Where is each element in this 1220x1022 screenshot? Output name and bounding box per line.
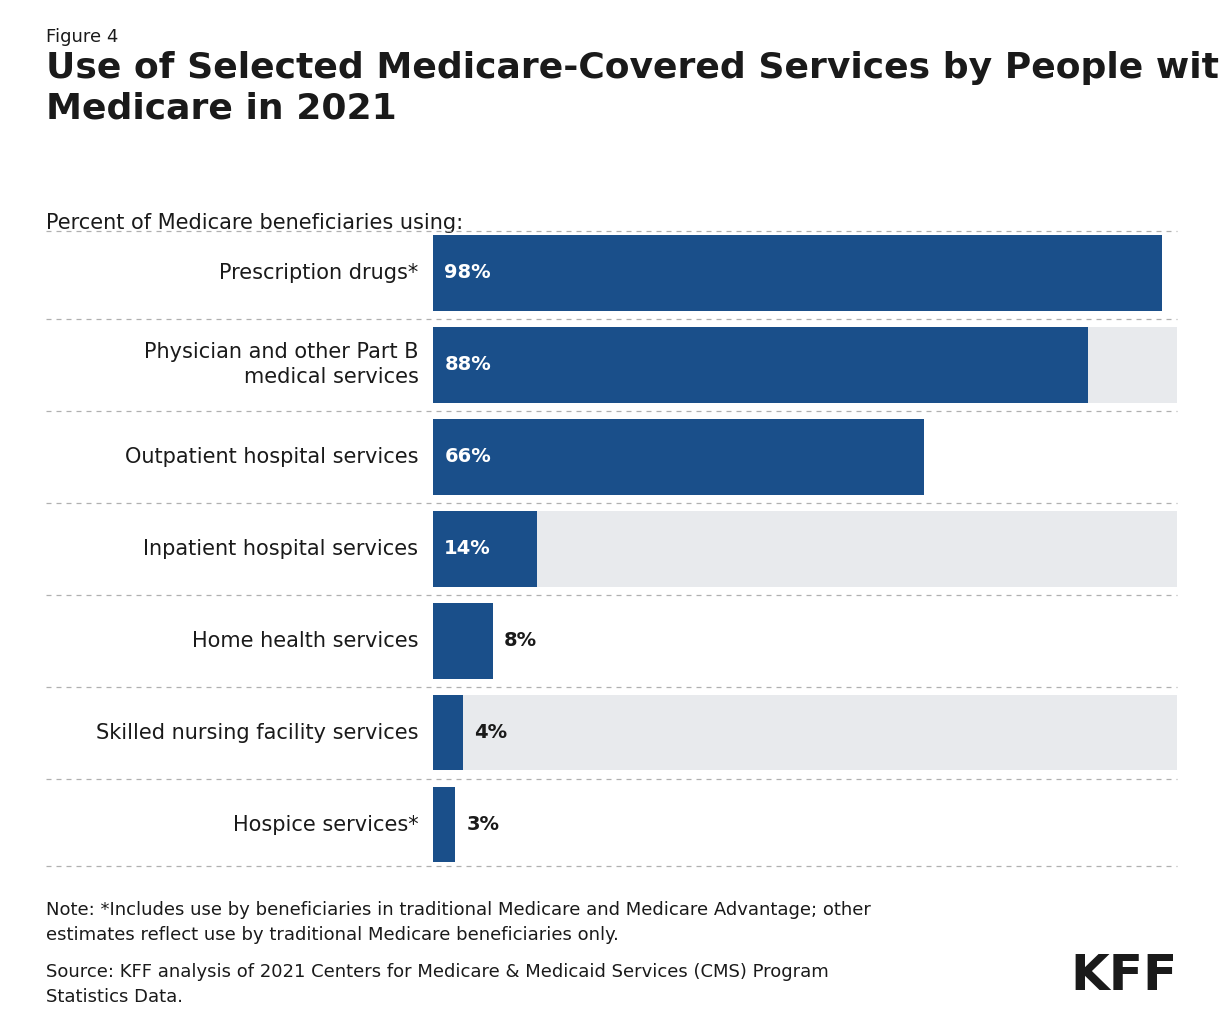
Text: Inpatient hospital services: Inpatient hospital services [144,539,418,559]
FancyBboxPatch shape [433,327,1177,403]
FancyBboxPatch shape [433,787,1177,863]
Text: Note: *Includes use by beneficiaries in traditional Medicare and Medicare Advant: Note: *Includes use by beneficiaries in … [46,901,871,944]
FancyBboxPatch shape [433,695,462,771]
FancyBboxPatch shape [433,327,1088,403]
Text: Skilled nursing facility services: Skilled nursing facility services [96,723,418,743]
Text: Outpatient hospital services: Outpatient hospital services [124,447,418,467]
FancyBboxPatch shape [433,235,1177,311]
Text: Use of Selected Medicare-Covered Services by People with
Medicare in 2021: Use of Selected Medicare-Covered Service… [46,51,1220,126]
Text: Prescription drugs*: Prescription drugs* [220,263,418,283]
FancyBboxPatch shape [433,603,1177,679]
Text: KFF: KFF [1070,951,1177,1000]
FancyBboxPatch shape [433,419,1177,495]
Text: 14%: 14% [444,540,490,558]
Text: 88%: 88% [444,356,490,374]
Text: Percent of Medicare beneficiaries using:: Percent of Medicare beneficiaries using: [46,213,464,233]
FancyBboxPatch shape [433,695,1177,771]
Text: Hospice services*: Hospice services* [233,815,418,835]
Text: 4%: 4% [475,724,508,742]
Text: Figure 4: Figure 4 [46,28,118,46]
FancyBboxPatch shape [433,603,493,679]
Text: 98%: 98% [444,264,490,282]
Text: 3%: 3% [466,816,499,834]
Text: 66%: 66% [444,448,490,466]
FancyBboxPatch shape [433,235,1163,311]
FancyBboxPatch shape [433,787,455,863]
Text: 8%: 8% [504,632,537,650]
Text: Physician and other Part B
medical services: Physician and other Part B medical servi… [144,342,418,387]
Text: Home health services: Home health services [192,631,418,651]
FancyBboxPatch shape [433,511,537,587]
FancyBboxPatch shape [433,419,925,495]
FancyBboxPatch shape [433,511,1177,587]
Text: Source: KFF analysis of 2021 Centers for Medicare & Medicaid Services (CMS) Prog: Source: KFF analysis of 2021 Centers for… [46,963,830,1006]
